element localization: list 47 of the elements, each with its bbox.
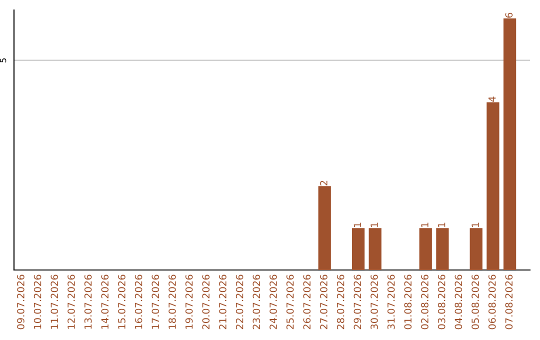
x-tick-label: 26.07.2026 [303,274,311,330]
data-label: 1 [438,222,446,227]
x-tick-label: 23.07.2026 [252,274,260,330]
bar [436,228,449,270]
data-label: 1 [370,222,378,227]
x-tick-label: 05.08.2026 [472,274,479,330]
x-tick-label: 19.07.2026 [185,274,193,329]
data-label: 1 [472,222,479,227]
data-label: 1 [354,222,361,227]
bar [486,102,500,270]
bar [318,186,331,270]
x-tick-label: 27.07.2026 [320,274,328,330]
x-tick-label: 21.07.2026 [219,274,226,330]
x-tick-label: 18.07.2026 [168,274,176,329]
bar [419,228,432,270]
x-tick-label: 12.07.2026 [68,274,75,329]
bar [503,18,516,270]
x-tick-label: 11.07.2026 [50,274,58,329]
data-label: 1 [421,222,428,227]
x-tick-label: 06.08.2026 [488,274,496,330]
x-tick-label: 15.07.2026 [118,274,126,329]
bar [352,228,365,270]
x-tick-label: 03.08.2026 [438,274,446,330]
bar [470,228,482,270]
x-tick-label: 07.08.2026 [505,274,513,330]
x-tick-label: 29.07.2026 [354,274,362,330]
data-label: 2 [320,180,328,186]
x-tick-label: 02.08.2026 [421,274,428,330]
x-tick-label: 30.07.2026 [370,274,378,330]
x-tick-label: 04.08.2026 [454,274,462,330]
x-tick-label: 13.07.2026 [84,274,92,329]
x-tick-label: 17.07.2026 [152,274,160,329]
x-tick-label: 22.07.2026 [236,274,244,330]
x-tick-label: 14.07.2026 [101,274,109,329]
x-tick-label: 25.07.2026 [286,274,294,330]
x-tick-label: 10.07.2026 [34,274,42,329]
x-tick-label: 28.07.2026 [336,274,344,330]
x-tick-label: 01.08.2026 [404,274,412,330]
bar [368,228,382,270]
ref-line-label: 5 [0,58,6,62]
data-label: 4 [488,96,496,102]
x-tick-label: 09.07.2026 [17,274,24,330]
x-tick-label: 16.07.2026 [134,274,142,329]
x-tick-label: 24.07.2026 [270,274,277,330]
x-tick-label: 20.07.2026 [202,274,210,330]
data-label: 6 [505,12,513,18]
x-tick-label: 31.07.2026 [387,274,395,330]
